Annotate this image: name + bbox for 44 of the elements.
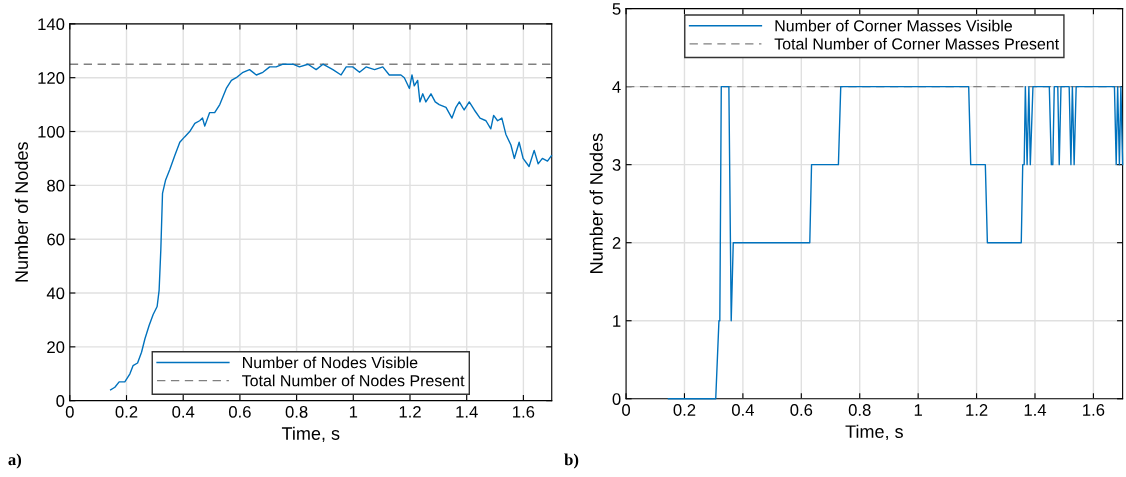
y-tick-label: 5	[612, 3, 621, 15]
legend-label: Total Number of Corner Masses Present	[774, 37, 1060, 50]
y-tick-label: 100	[38, 125, 65, 138]
x-tick-label: 1.4	[456, 406, 478, 418]
y-tick-label: 80	[47, 179, 65, 192]
legend-label: Number of Corner Masses Visible	[775, 19, 1012, 32]
x-tick-label: 0	[622, 404, 631, 416]
y-axis-title: Number of Nodes	[589, 133, 603, 273]
x-axis-title: Time, s	[845, 424, 903, 441]
text: b)	[564, 453, 579, 469]
y-tick-label: 60	[47, 233, 65, 246]
y-tick-label: 1	[613, 315, 621, 327]
line-series	[109, 63, 553, 391]
x-tick-label: 0.6	[790, 404, 813, 416]
y-tick-label: 20	[47, 341, 65, 354]
x-tick-label: 1	[349, 406, 358, 418]
text: a)	[8, 453, 22, 469]
y-axis-title: Number of Nodes	[14, 142, 29, 282]
x-tick-label: 1.4	[1024, 404, 1047, 416]
y-tick-label: 2	[612, 237, 621, 249]
y-tick-label: 0	[612, 393, 621, 405]
x-tick-label: 0.4	[172, 405, 195, 418]
y-tick-label: 0	[56, 395, 65, 407]
x-tick-label: 1.2	[399, 405, 421, 418]
x-tick-label: 0.6	[228, 405, 251, 418]
x-tick-label: 0.8	[848, 404, 871, 416]
legend-label: Number of Nodes Visible	[243, 356, 418, 369]
x-tick-label: 0.8	[285, 405, 308, 418]
y-tick-label: 120	[38, 72, 65, 84]
line-series	[667, 85, 1124, 400]
x-tick-label: 1.2	[966, 404, 988, 416]
x-tick-label: 1.6	[513, 405, 535, 418]
x-tick-label: 0	[65, 405, 74, 418]
y-tick-label: 140	[38, 18, 65, 31]
y-tick-label: 4	[612, 81, 621, 93]
legend-label: Total Number of Nodes Present	[242, 374, 465, 387]
x-tick-label: 0.2	[673, 404, 696, 416]
y-tick-label: 3	[612, 159, 621, 171]
x-tick-label: 1	[914, 404, 922, 416]
x-tick-label: 1.6	[1083, 404, 1105, 416]
x-tick-label: 0.4	[731, 404, 754, 416]
y-tick-label: 40	[46, 287, 65, 300]
x-tick-label: 0.2	[115, 405, 138, 418]
x-axis-title: Time, s	[281, 426, 340, 443]
